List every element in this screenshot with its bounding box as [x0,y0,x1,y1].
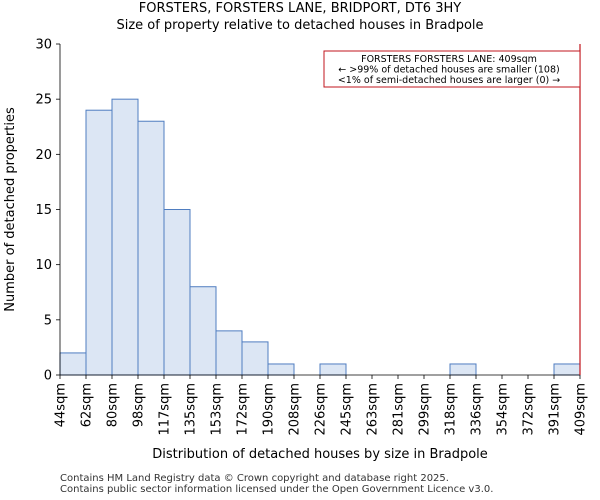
y-tick-label-30: 30 [35,38,52,53]
bar-80sqm [111,98,139,376]
y-tick-label-10: 10 [35,258,52,273]
y-tick-label-0: 0 [44,369,52,384]
x-tick-label-153sqm: 153sqm [210,383,225,436]
bar-153sqm [215,330,243,376]
y-tick-label-15: 15 [35,203,52,218]
y-axis-title: Number of detached properties [3,107,18,312]
footer-line-2: Contains public sector information licen… [60,484,494,495]
x-tick-label-135sqm: 135sqm [184,383,199,436]
bar-62sqm [85,109,113,376]
bar-318sqm [449,363,477,376]
footer-line-1: Contains HM Land Registry data © Crown c… [60,473,449,484]
x-tick-label-245sqm: 245sqm [340,383,355,436]
annotation-box [323,50,581,88]
x-tick-label-98sqm: 98sqm [132,383,147,427]
annotation-line-1: FORSTERS FORSTERS LANE: 409sqm [361,54,537,65]
x-tick-label-80sqm: 80sqm [106,383,121,427]
bar-135sqm [189,286,217,376]
x-axis-title: Distribution of detached houses by size … [152,447,488,462]
chart-title: FORSTERS, FORSTERS LANE, BRIDPORT, DT6 3… [138,1,462,16]
x-tick-label-354sqm: 354sqm [496,383,511,436]
bar-44sqm [59,352,87,376]
x-tick-label-263sqm: 263sqm [366,383,381,436]
annotation-line-2: ← >99% of detached houses are smaller (1… [338,65,559,76]
y-tick-label-20: 20 [35,148,52,163]
x-tick-label-281sqm: 281sqm [392,383,407,436]
bar-226sqm [319,363,347,376]
x-tick-label-336sqm: 336sqm [470,383,485,436]
x-tick-label-318sqm: 318sqm [444,383,459,436]
x-tick-label-208sqm: 208sqm [288,383,303,436]
x-tick-label-117sqm: 117sqm [158,383,173,436]
bar-391sqm [553,363,581,376]
x-tick-label-372sqm: 372sqm [522,383,537,436]
y-tick-label-25: 25 [35,93,52,108]
bar-117sqm [163,209,191,376]
x-tick-label-226sqm: 226sqm [314,383,329,436]
annotation-line-3: <1% of semi-detached houses are larger (… [338,75,560,86]
bar-172sqm [241,341,269,376]
y-tick-label-5: 5 [44,313,52,328]
x-tick-label-409sqm: 409sqm [574,383,589,436]
x-tick-label-44sqm: 44sqm [54,383,69,427]
x-tick-label-172sqm: 172sqm [236,383,251,436]
histogram-chart: 0 5 10 15 20 25 30 44sqm 62sqm 80sqm 98sqm 117sqm 13… [3,38,589,463]
x-tick-label-391sqm: 391sqm [548,383,563,436]
chart-subtitle: Size of property relative to detached ho… [116,18,484,33]
bar-190sqm [267,363,295,376]
x-tick-label-190sqm: 190sqm [262,383,277,436]
bar-98sqm [137,120,165,376]
x-tick-label-299sqm: 299sqm [418,383,433,436]
x-tick-label-62sqm: 62sqm [80,383,95,427]
